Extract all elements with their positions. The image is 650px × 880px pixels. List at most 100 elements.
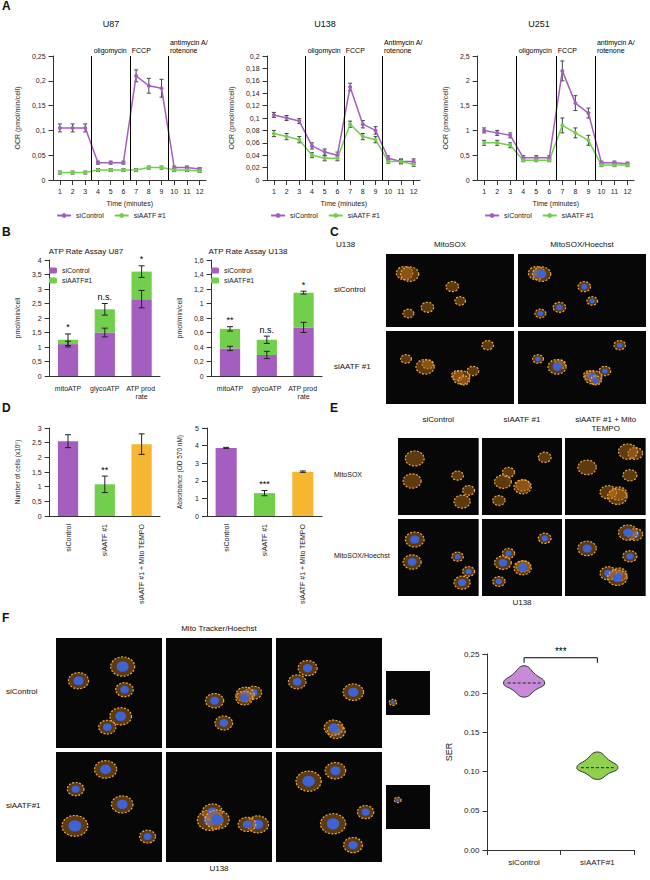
svg-text:0,5: 0,5: [32, 498, 42, 505]
svg-text:rotenone: rotenone: [384, 47, 412, 54]
svg-text:1: 1: [272, 188, 276, 195]
svg-text:ATP Rate Assay U87: ATP Rate Assay U87: [49, 247, 124, 256]
svg-text:0,16: 0,16: [246, 77, 260, 84]
svg-text:**: **: [227, 315, 235, 325]
svg-text:0: 0: [256, 177, 260, 184]
svg-text:1,5: 1,5: [32, 469, 42, 476]
svg-text:4: 4: [310, 188, 314, 195]
svg-text:glycoATP: glycoATP: [90, 385, 120, 393]
svg-text:8: 8: [147, 188, 151, 195]
svg-text:4: 4: [38, 257, 42, 264]
svg-text:3: 3: [38, 286, 42, 293]
svg-text:10: 10: [598, 188, 606, 195]
svg-text:siControl: siControl: [224, 267, 252, 274]
svg-text:4: 4: [96, 188, 100, 195]
svg-text:siControl: siControl: [65, 524, 72, 552]
svg-text:FCCP: FCCP: [132, 47, 151, 54]
svg-text:**: **: [101, 465, 109, 475]
svg-text:5: 5: [195, 425, 199, 432]
svg-text:0.05: 0.05: [464, 806, 480, 815]
svg-text:8: 8: [361, 188, 365, 195]
svg-text:9: 9: [374, 188, 378, 195]
svg-text:2: 2: [38, 454, 42, 461]
svg-text:OCR (pmol/min/cell): OCR (pmol/min/cell): [14, 86, 22, 149]
svg-text:1: 1: [195, 495, 199, 502]
svg-text:2: 2: [495, 188, 499, 195]
svg-text:0,2: 0,2: [194, 358, 204, 365]
svg-text:pmol/min/cell: pmol/min/cell: [176, 297, 184, 338]
svg-text:0: 0: [42, 177, 46, 184]
svg-text:2: 2: [195, 477, 199, 484]
svg-text:OCR (pmol/min/cell): OCR (pmol/min/cell): [442, 86, 450, 149]
svg-text:siControl: siControl: [508, 858, 540, 867]
svg-text:1: 1: [466, 127, 470, 134]
svg-text:8: 8: [573, 188, 577, 195]
svg-text:9: 9: [160, 188, 164, 195]
svg-text:*: *: [302, 280, 306, 290]
svg-text:2: 2: [466, 77, 470, 84]
svg-text:Time (minutes): Time (minutes): [321, 200, 367, 208]
svg-text:pmol/min/cell: pmol/min/cell: [14, 297, 22, 338]
svg-text:*: *: [66, 322, 70, 332]
svg-text:0,04: 0,04: [246, 152, 260, 159]
svg-text:siAATF #1 + Mito TEMPO: siAATF #1 + Mito TEMPO: [138, 523, 145, 604]
svg-text:0: 0: [200, 373, 204, 380]
svg-text:siControl: siControl: [62, 267, 90, 274]
svg-text:5: 5: [109, 188, 113, 195]
svg-text:1: 1: [200, 300, 204, 307]
svg-text:0,05: 0,05: [32, 152, 46, 159]
svg-text:0,2: 0,2: [250, 53, 260, 60]
svg-text:oligomycin: oligomycin: [519, 47, 552, 55]
svg-text:ATP prod: ATP prod: [288, 385, 319, 393]
svg-text:0,18: 0,18: [246, 65, 260, 72]
svg-text:0: 0: [38, 513, 42, 520]
svg-text:Time (minutes): Time (minutes): [107, 200, 153, 208]
svg-text:0,06: 0,06: [246, 139, 260, 146]
svg-text:n.s.: n.s.: [260, 325, 275, 335]
svg-text:siAATF#1: siAATF#1: [62, 277, 92, 284]
svg-text:n.s.: n.s.: [98, 292, 113, 302]
svg-text:11: 11: [183, 188, 190, 195]
svg-text:ATP prod: ATP prod: [126, 385, 157, 393]
svg-text:12: 12: [196, 188, 204, 195]
svg-text:0,5: 0,5: [460, 152, 470, 159]
svg-text:4: 4: [195, 442, 199, 449]
svg-text:0.25: 0.25: [464, 650, 480, 659]
svg-text:1,6: 1,6: [194, 257, 204, 264]
svg-text:siAATF #1: siAATF #1: [261, 524, 268, 556]
svg-text:U87: U87: [103, 19, 120, 29]
svg-text:U251: U251: [528, 19, 550, 29]
svg-text:rotenone: rotenone: [170, 47, 198, 54]
svg-text:3,5: 3,5: [32, 271, 42, 278]
svg-text:0: 0: [38, 373, 42, 380]
svg-text:0,14: 0,14: [246, 90, 260, 97]
svg-text:0,1: 0,1: [250, 115, 260, 122]
svg-text:siAATF #1: siAATF #1: [348, 212, 380, 219]
svg-text:3: 3: [297, 188, 301, 195]
svg-text:2,5: 2,5: [460, 53, 470, 60]
svg-text:rate: rate: [136, 393, 148, 400]
svg-text:3: 3: [508, 188, 512, 195]
svg-text:1,5: 1,5: [32, 329, 42, 336]
svg-text:1: 1: [58, 188, 62, 195]
svg-text:siControl: siControl: [76, 212, 104, 219]
svg-text:siControl: siControl: [223, 524, 230, 552]
svg-text:0,12: 0,12: [246, 102, 260, 109]
svg-text:0,25: 0,25: [32, 53, 46, 60]
svg-text:1: 1: [38, 344, 42, 351]
svg-text:2: 2: [38, 315, 42, 322]
svg-text:oligomycin: oligomycin: [308, 47, 341, 55]
svg-text:12: 12: [410, 188, 418, 195]
svg-text:0.20: 0.20: [464, 689, 480, 698]
svg-text:7: 7: [560, 188, 564, 195]
svg-text:FCCP: FCCP: [346, 47, 365, 54]
svg-text:11: 11: [611, 188, 618, 195]
svg-text:0.15: 0.15: [464, 728, 480, 737]
svg-text:12: 12: [624, 188, 632, 195]
svg-text:antimycin A/: antimycin A/: [597, 39, 635, 47]
svg-text:3: 3: [195, 460, 199, 467]
svg-text:0,6: 0,6: [194, 329, 204, 336]
svg-text:siAATF#1: siAATF#1: [580, 858, 615, 867]
svg-text:2: 2: [285, 188, 289, 195]
svg-text:9: 9: [586, 188, 590, 195]
